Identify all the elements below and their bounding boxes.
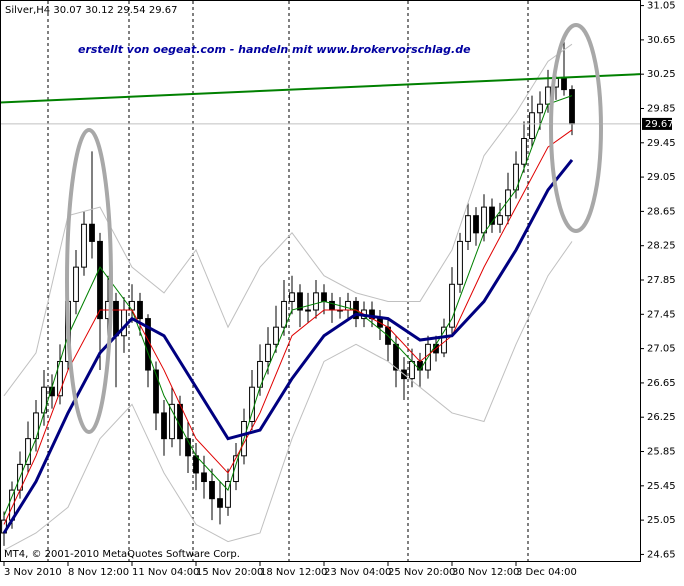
open: 30.07 (53, 5, 82, 16)
candle-body (209, 481, 215, 500)
candle-body (73, 266, 79, 302)
candle-body (201, 472, 207, 483)
watermark: erstellt von oegeat.com - handeln mit ww… (78, 43, 471, 56)
low: 29.54 (117, 5, 146, 16)
candle-body (481, 206, 487, 234)
plot-border (0, 0, 641, 562)
candle-body (121, 309, 127, 337)
candle-body (81, 223, 87, 268)
symbol: Silver,H4 (5, 5, 50, 16)
candle-body (297, 292, 303, 311)
candle-body (185, 438, 191, 457)
indicator-line (3, 129, 573, 525)
candle-body (305, 309, 311, 312)
candle-body (505, 189, 511, 217)
candle-body (409, 360, 415, 380)
candle-body (169, 403, 175, 440)
candle-body (537, 103, 543, 114)
price-label: 29.67 (645, 119, 674, 130)
y-tick-label: 31.05 (647, 1, 676, 12)
candle-body (193, 455, 199, 474)
candle-body (281, 300, 287, 328)
y-tick-label: 30.65 (647, 35, 676, 46)
y-tick-label: 26.25 (647, 412, 676, 423)
y-tick-label: 27.05 (647, 344, 676, 355)
candle-body (161, 412, 167, 440)
indicator-line (2, 159, 574, 534)
x-tick-label: 8 Nov 12:00 (68, 567, 129, 578)
y-tick-label: 28.25 (647, 241, 676, 252)
candle-body (465, 215, 471, 242)
y-tick-label: 24.65 (647, 549, 676, 560)
y-tick-label: 29.45 (647, 138, 676, 149)
x-tick-label: 3 Dec 04:00 (516, 567, 577, 578)
candle-body (97, 240, 103, 320)
x-tick-label: 15 Nov 20:00 (196, 567, 263, 578)
candle-body (313, 292, 319, 311)
price-label-bg (642, 117, 672, 130)
y-tick-label: 25.05 (647, 515, 676, 526)
highlight-ellipse (549, 23, 603, 233)
candle-body (25, 438, 31, 465)
header: Silver,H4 30.07 30.12 29.54 29.67 (5, 5, 177, 16)
candle-body (489, 206, 495, 225)
candle-body (457, 240, 463, 285)
indicator-line (3, 241, 573, 551)
indicator-line (3, 95, 573, 517)
indicator-line (3, 43, 573, 397)
y-tick-label: 27.85 (647, 275, 676, 286)
candle-body (289, 292, 295, 302)
y-tick-label: 27.45 (647, 309, 676, 320)
y-tick-label: 30.25 (647, 69, 676, 80)
close: 29.67 (149, 5, 178, 16)
candle-body (177, 403, 183, 440)
candle-body (89, 223, 95, 242)
candle-body (273, 326, 279, 345)
candle-body (249, 386, 255, 423)
footer: MT4, © 2001-2010 MetaQuotes Software Cor… (4, 549, 240, 560)
candle-body (473, 215, 479, 234)
candle-body (449, 283, 455, 328)
candle-body (153, 369, 159, 414)
candle-body (529, 112, 535, 139)
y-tick-label: 29.85 (647, 103, 676, 114)
trendline (0, 73, 641, 104)
x-tick-label: 3 Nov 2010 (4, 567, 62, 578)
candle-body (569, 89, 575, 125)
high: 30.12 (85, 5, 114, 16)
candle-body (265, 343, 271, 362)
y-tick-label: 26.65 (647, 378, 676, 389)
candle-body (233, 455, 239, 483)
x-tick-label: 30 Nov 12:00 (452, 567, 519, 578)
candle-body (217, 498, 223, 508)
x-tick-label: 25 Nov 20:00 (388, 567, 455, 578)
y-tick-label: 25.85 (647, 447, 676, 458)
highlight-ellipse (65, 128, 113, 434)
x-tick-label: 11 Nov 04:00 (132, 567, 199, 578)
y-tick-label: 29.05 (647, 172, 676, 183)
candle-body (545, 86, 551, 105)
plot (0, 39, 641, 551)
x-tick-label: 18 Nov 12:00 (260, 567, 327, 578)
y-tick-label: 25.45 (647, 481, 676, 492)
candle-body (225, 481, 231, 508)
candle-body (521, 137, 527, 165)
candle-body (561, 77, 567, 91)
x-tick-label: 23 Nov 04:00 (324, 567, 391, 578)
candle-body (137, 300, 143, 320)
candle-body (497, 215, 503, 225)
candle-body (113, 300, 119, 337)
candle-body (129, 300, 135, 311)
y-tick-label: 28.65 (647, 206, 676, 217)
candle-body (321, 292, 327, 302)
